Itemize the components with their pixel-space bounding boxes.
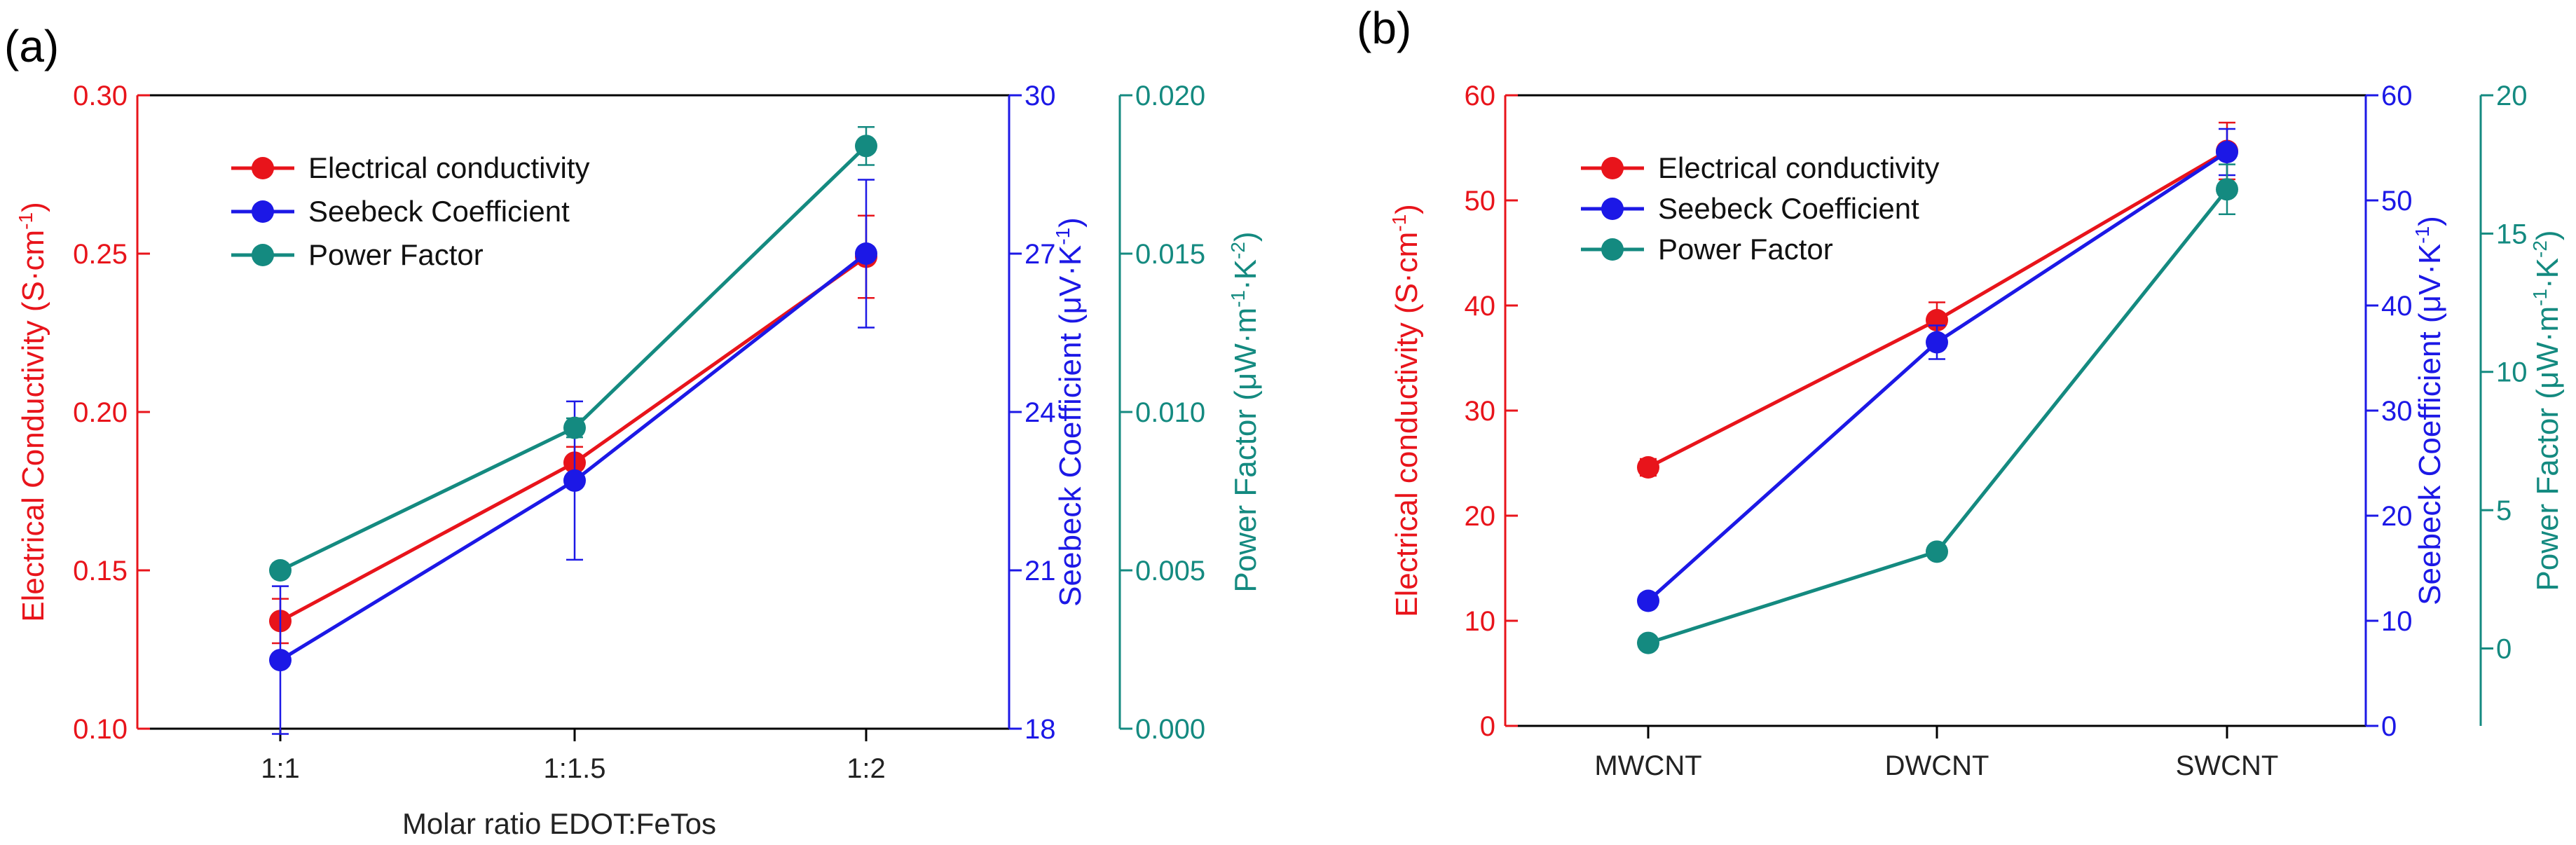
y-axis-title-power-factor: Power Factor (μW·m-1·K-2) — [1227, 231, 1263, 592]
legend-marker-conductivity — [1601, 157, 1624, 179]
y-tick-label-seebeck: 20 — [2381, 501, 2413, 532]
legend-label-seebeck: Seebeck Coefficient — [1658, 192, 1919, 225]
y-axis-title-conductivity: Electrical Conductivity (S·cm-1) — [15, 202, 50, 621]
y-tick-label-power_factor: 0.010 — [1135, 397, 1205, 428]
y-tick-label-seebeck: 21 — [1025, 556, 1056, 586]
x-tick-label: 1:1.5 — [544, 753, 606, 784]
y-tick-label-seebeck: 40 — [2381, 291, 2413, 322]
legend-label-seebeck: Seebeck Coefficient — [308, 195, 570, 228]
y-tick-label-conductivity: 0.30 — [73, 81, 128, 111]
y-tick-label-conductivity: 60 — [1465, 81, 1496, 111]
data-point-seebeck — [855, 242, 877, 265]
chart-panel-a: 1:1 1:1.5 1:2 Molar ratio EDOT:FeTos 0.10 0.1… — [15, 81, 1263, 840]
data-point-power_factor — [563, 416, 586, 439]
y-tick-label-conductivity: 50 — [1465, 186, 1496, 217]
x-axis-title: Molar ratio EDOT:FeTos — [402, 807, 716, 840]
y-tick-label-seebeck: 24 — [1025, 397, 1056, 428]
panel-b-label: (b) — [1357, 3, 1411, 53]
y-axis-title-power-factor: Power Factor (μW·m-1·K-2) — [2529, 230, 2565, 591]
y-tick-label-power_factor: 5 — [2496, 495, 2512, 526]
data-point-seebeck — [269, 649, 292, 672]
y-tick-label-conductivity: 0.10 — [73, 714, 128, 745]
panel-a-label: (a) — [4, 21, 59, 71]
y-tick-label-conductivity: 0.15 — [73, 556, 128, 586]
x-tick-label: MWCNT — [1594, 750, 1701, 781]
y-tick-label-power_factor: 15 — [2496, 219, 2528, 249]
legend-marker-conductivity — [252, 157, 274, 179]
legend-marker-seebeck — [252, 200, 274, 223]
legend-marker-seebeck — [1601, 198, 1624, 220]
y-tick-label-power_factor: 0.000 — [1135, 714, 1205, 745]
x-tick-label: 1:2 — [847, 753, 886, 784]
y-tick-label-seebeck: 30 — [2381, 396, 2413, 427]
y-tick-label-seebeck: 10 — [2381, 606, 2413, 637]
legend-label-power_factor: Power Factor — [1658, 233, 1833, 266]
data-point-power_factor — [2216, 178, 2238, 201]
data-point-power_factor — [269, 559, 292, 582]
data-point-power_factor — [855, 135, 877, 158]
y-tick-label-seebeck: 50 — [2381, 186, 2413, 217]
y-tick-label-power_factor: 0 — [2496, 633, 2512, 664]
y-axis-title-seebeck: Seebeck Coefficient (μV·K-1) — [2411, 216, 2447, 605]
x-tick-label: 1:1 — [261, 753, 300, 784]
y-tick-label-power_factor: 0.020 — [1135, 81, 1205, 111]
data-point-power_factor — [1637, 631, 1659, 654]
x-tick-label: SWCNT — [2176, 750, 2279, 781]
data-point-conductivity — [1637, 456, 1659, 479]
y-tick-label-conductivity: 0 — [1480, 711, 1495, 742]
data-point-seebeck — [1637, 589, 1659, 612]
x-tick-label: DWCNT — [1885, 750, 1989, 781]
legend-label-power_factor: Power Factor — [308, 238, 484, 271]
y-tick-label-seebeck: 0 — [2381, 711, 2397, 742]
y-tick-label-power_factor: 0.015 — [1135, 239, 1205, 270]
y-tick-label-seebeck: 27 — [1025, 239, 1056, 270]
y-tick-label-power_factor: 0.005 — [1135, 556, 1205, 586]
y-axis-title-conductivity: Electrical conductivity (S·cm-1) — [1388, 204, 1424, 617]
legend-marker-power_factor — [1601, 238, 1624, 261]
data-point-seebeck — [1926, 331, 1948, 354]
chart-panel-b: MWCNT DWCNT SWCNT0102030405060010203040506… — [1388, 81, 2565, 781]
data-point-power_factor — [1926, 540, 1948, 563]
y-axis-title-seebeck: Seebeck Coefficient (μV·K-1) — [1052, 217, 1088, 607]
y-tick-label-conductivity: 30 — [1465, 396, 1496, 427]
y-tick-label-conductivity: 0.25 — [73, 239, 128, 270]
legend-label-conductivity: Electrical conductivity — [1658, 151, 1939, 184]
y-tick-label-conductivity: 0.20 — [73, 397, 128, 428]
legend-marker-power_factor — [252, 244, 274, 266]
y-tick-label-power_factor: 10 — [2496, 357, 2528, 388]
data-point-seebeck — [563, 469, 586, 492]
y-tick-label-conductivity: 10 — [1465, 606, 1496, 637]
y-tick-label-power_factor: 20 — [2496, 81, 2528, 111]
y-tick-label-conductivity: 40 — [1465, 291, 1496, 322]
y-tick-label-seebeck: 60 — [2381, 81, 2413, 111]
legend-label-conductivity: Electrical conductivity — [308, 151, 589, 184]
y-tick-label-seebeck: 30 — [1025, 81, 1056, 111]
y-tick-label-seebeck: 18 — [1025, 714, 1056, 745]
data-point-seebeck — [2216, 141, 2238, 163]
y-tick-label-conductivity: 20 — [1465, 501, 1496, 532]
